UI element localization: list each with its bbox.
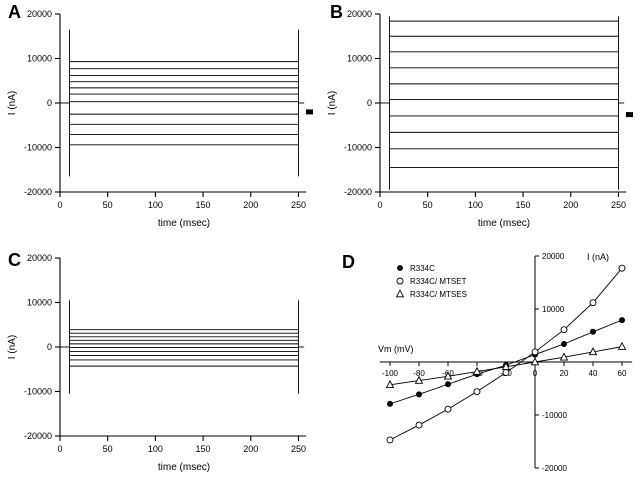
svg-text:40: 40: [589, 369, 598, 378]
svg-text:50: 50: [423, 200, 433, 210]
svg-text:200: 200: [243, 444, 258, 454]
panel-b-label: B: [330, 2, 343, 22]
svg-text:R334C/ MTSET: R334C/ MTSET: [410, 277, 467, 286]
panel-a-label: A: [8, 2, 21, 22]
panel-b: B 20000 10000 0 -10000 -20000 0 50 100 150 200 250…: [320, 0, 640, 244]
svg-text:I (nA): I (nA): [7, 91, 18, 115]
svg-text:-20000: -20000: [344, 187, 372, 197]
svg-text:0: 0: [57, 200, 62, 210]
svg-text:-10000: -10000: [542, 411, 567, 420]
svg-text:200: 200: [563, 200, 578, 210]
svg-text:I (nA): I (nA): [327, 91, 338, 115]
panel-c-label: C: [8, 250, 21, 270]
svg-text:100: 100: [148, 200, 163, 210]
panel-b-current-traces-chart: 20000 10000 0 -10000 -20000 0 50 100 150 200 250 I …: [320, 0, 640, 244]
svg-text:0: 0: [533, 369, 538, 378]
svg-text:-10000: -10000: [344, 143, 372, 153]
panel-c: C 20000 10000 0 -10000 -20000 0 50 100 150 200 250…: [0, 244, 320, 488]
panel-a: A 20000 10000 0 -10000 -20000 0 50 100 150 200 250…: [0, 0, 320, 244]
svg-text:10000: 10000: [347, 54, 372, 64]
svg-text:200: 200: [243, 200, 258, 210]
svg-text:R334C: R334C: [410, 264, 435, 273]
panel-d: D -100-80-60-40-2002040602000010000-1000…: [320, 244, 640, 488]
svg-text:20000: 20000: [347, 9, 372, 19]
svg-text:I (nA): I (nA): [587, 252, 609, 262]
svg-text:-100: -100: [382, 369, 399, 378]
svg-text:0: 0: [47, 342, 52, 352]
panel-a-current-traces-chart: 20000 10000 0 -10000 -20000 0 50 100 150 200 250 I …: [0, 0, 320, 244]
svg-text:-20000: -20000: [24, 187, 52, 197]
svg-text:-80: -80: [413, 369, 425, 378]
svg-text:10000: 10000: [27, 54, 52, 64]
svg-text:250: 250: [291, 444, 306, 454]
svg-text:20000: 20000: [27, 9, 52, 19]
svg-text:100: 100: [468, 200, 483, 210]
svg-text:R334C/ MTSES: R334C/ MTSES: [410, 290, 467, 299]
svg-text:10000: 10000: [27, 298, 52, 308]
svg-text:time (msec): time (msec): [158, 218, 210, 229]
svg-text:50: 50: [103, 200, 113, 210]
svg-text:50: 50: [103, 444, 113, 454]
svg-text:250: 250: [611, 200, 626, 210]
svg-text:I (nA): I (nA): [7, 335, 18, 359]
svg-text:-10000: -10000: [24, 143, 52, 153]
panel-c-current-traces-chart: 20000 10000 0 -10000 -20000 0 50 100 150 200 250 I …: [0, 244, 320, 488]
svg-text:20000: 20000: [27, 253, 52, 263]
svg-text:0: 0: [377, 200, 382, 210]
svg-text:time (msec): time (msec): [478, 218, 530, 229]
panel-d-iv-scatter-chart: -100-80-60-40-2002040602000010000-10000-…: [320, 244, 640, 488]
svg-text:0: 0: [57, 444, 62, 454]
svg-text:10000: 10000: [542, 305, 565, 314]
svg-text:Vm (mV): Vm (mV): [378, 344, 414, 354]
panel-d-label: D: [342, 252, 355, 272]
svg-text:-20000: -20000: [24, 431, 52, 441]
svg-text:100: 100: [148, 444, 163, 454]
svg-text:-20000: -20000: [542, 464, 567, 473]
svg-text:20000: 20000: [542, 252, 565, 261]
svg-text:time (msec): time (msec): [158, 462, 210, 473]
svg-text:250: 250: [291, 200, 306, 210]
svg-text:-10000: -10000: [24, 387, 52, 397]
svg-text:20: 20: [560, 369, 569, 378]
svg-text:0: 0: [367, 98, 372, 108]
svg-text:0: 0: [47, 98, 52, 108]
svg-text:150: 150: [196, 200, 211, 210]
svg-text:60: 60: [618, 369, 627, 378]
svg-text:150: 150: [516, 200, 531, 210]
svg-text:150: 150: [196, 444, 211, 454]
